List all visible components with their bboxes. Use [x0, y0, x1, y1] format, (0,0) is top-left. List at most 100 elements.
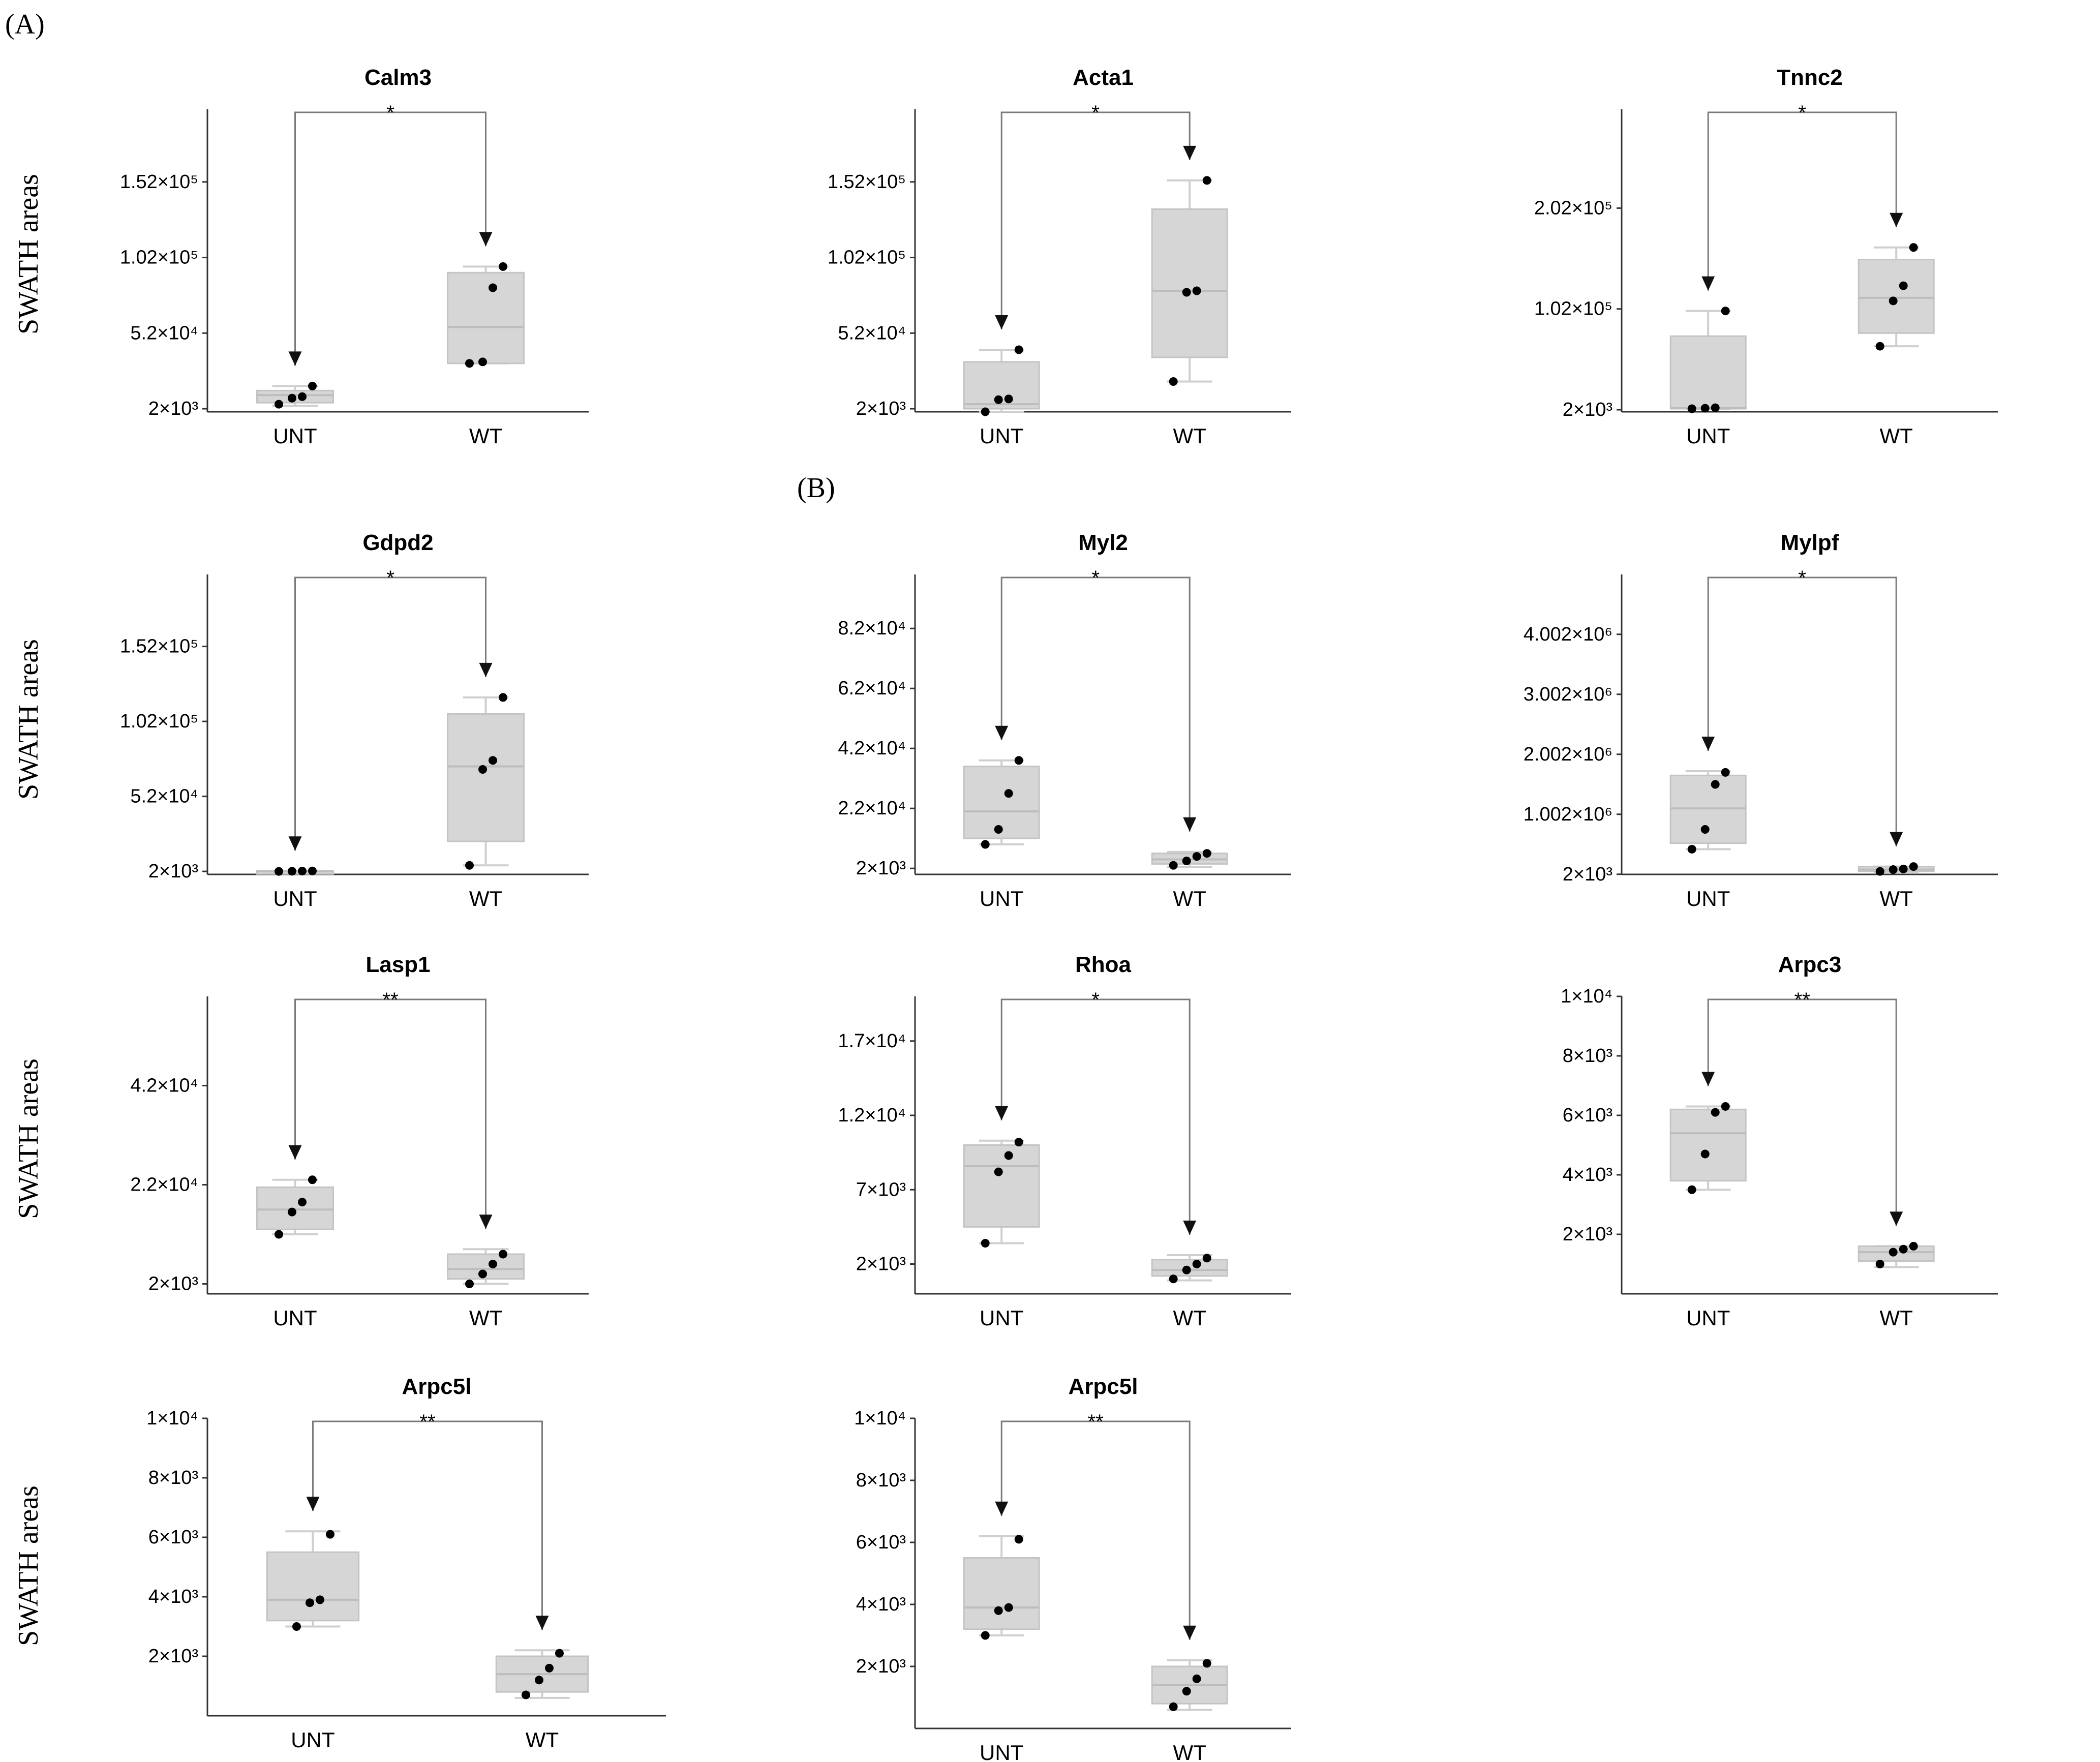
chart-10-data-point	[292, 1622, 301, 1631]
chart-1-ytick-label: 1.52×10⁵	[120, 171, 198, 193]
chart-8-data-point	[1182, 1265, 1191, 1274]
chart-9-ytick-label: 8×10³	[1563, 1045, 1612, 1067]
chart-3-data-point	[1899, 281, 1908, 290]
chart-4-significance-bracket	[294, 576, 486, 851]
chart-1-category-label: UNT	[273, 424, 317, 448]
chart-11-category-label: WT	[1173, 1741, 1206, 1762]
chart-1-significance: *	[386, 102, 394, 124]
chart-2-ytick-label: 5.2×10⁴	[838, 322, 906, 344]
chart-7-box	[256, 1186, 334, 1230]
chart-5-category-label: WT	[1173, 887, 1206, 910]
chart-11-series-unt	[963, 1535, 1040, 1640]
chart-4-series-wt	[447, 693, 525, 870]
chart-4-arrowhead	[479, 662, 493, 677]
chart-4-data-point	[489, 756, 497, 765]
panel-label-b: (B)	[797, 472, 835, 504]
chart-11-data-point	[1004, 1603, 1013, 1612]
chart-10-arrowhead	[535, 1616, 549, 1630]
chart-8-series-wt	[1151, 1254, 1228, 1284]
chart-1-data-point	[478, 357, 487, 367]
chart-5-significance: *	[1091, 567, 1100, 589]
chart-3-series-unt	[1669, 307, 1747, 413]
chart-8-category-label: WT	[1173, 1306, 1206, 1330]
chart-7: Lasp1 2×10³ 2.2×10⁴ 4.2×10⁴ UNT WT **	[130, 952, 589, 1330]
chart-4-category-label: UNT	[273, 887, 317, 910]
chart-4-category-label: WT	[469, 887, 502, 910]
chart-6-title: Mylpf	[1781, 530, 1839, 555]
chart-8-ytick-label: 2×10³	[856, 1254, 906, 1275]
chart-2-series-wt	[1151, 176, 1228, 386]
chart-7-title: Lasp1	[366, 952, 430, 977]
chart-3-data-point	[1875, 342, 1884, 351]
chart-1-title: Calm3	[364, 65, 432, 90]
chart-11: Arpc5l 2×10³ 4×10³ 6×10³ 8×10³ 1×10⁴ UNT WT **	[854, 1374, 1291, 1762]
chart-4-data-point	[308, 866, 317, 875]
chart-1-data-point	[308, 381, 317, 390]
chart-10-data-point	[325, 1530, 334, 1539]
row-ylabel-2: SWATH areas	[13, 639, 44, 800]
chart-8-data-point	[1014, 1138, 1023, 1147]
chart-1-ytick-label: 5.2×10⁴	[130, 322, 198, 344]
chart-9-data-point	[1889, 1248, 1898, 1257]
chart-1-ytick-label: 1.02×10⁵	[120, 247, 198, 268]
chart-3-box	[1669, 335, 1747, 410]
chart-9-ytick-label: 4×10³	[1563, 1164, 1612, 1186]
chart-10-ytick-label: 4×10³	[148, 1586, 198, 1607]
chart-8-significance-bracket	[1000, 998, 1191, 1235]
chart-11-data-point	[994, 1606, 1003, 1615]
chart-11-box	[963, 1557, 1040, 1630]
chart-10-category-label: WT	[526, 1728, 559, 1752]
chart-2-significance-bracket	[1000, 111, 1191, 330]
chart-2-arrowhead	[1183, 145, 1197, 160]
chart-7-category-label: UNT	[273, 1306, 317, 1330]
chart-10-ytick-label: 6×10³	[148, 1527, 198, 1548]
chart-2-title: Acta1	[1073, 65, 1134, 90]
chart-9-ytick-label: 6×10³	[1563, 1105, 1612, 1126]
chart-6-data-point	[1899, 864, 1908, 873]
chart-2-data-point	[1202, 176, 1211, 185]
chart-2-category-label: UNT	[980, 424, 1023, 448]
chart-10-data-point	[544, 1663, 554, 1673]
chart-9-series-wt	[1858, 1241, 1935, 1268]
chart-7-ytick-label: 4.2×10⁴	[130, 1075, 198, 1097]
chart-7-data-point	[298, 1198, 307, 1207]
chart-8-ytick-label: 1.7×10⁴	[838, 1030, 906, 1052]
chart-11-data-point	[1014, 1535, 1023, 1544]
chart-2-arrowhead	[995, 315, 1009, 330]
chart-3-ytick-label: 1.02×10⁵	[1534, 298, 1612, 320]
chart-11-data-point	[981, 1631, 990, 1640]
chart-7-significance-bracket	[294, 998, 486, 1229]
panel-label-a: (A)	[5, 9, 45, 40]
chart-5-title: Myl2	[1078, 530, 1128, 555]
chart-5-data-point	[981, 840, 990, 849]
chart-1-data-point	[465, 359, 474, 368]
chart-1-ytick-label: 2×10³	[148, 398, 198, 419]
chart-1-category-label: WT	[469, 424, 502, 448]
chart-10-series-wt	[495, 1649, 589, 1699]
chart-2-data-point	[1182, 288, 1191, 297]
chart-6-ytick-label: 3.002×10⁶	[1524, 684, 1612, 705]
chart-9-ytick-label: 1×10⁴	[1561, 986, 1612, 1007]
charts-container: Calm3 2×10³ 5.2×10⁴ 1.02×10⁵ 1.52×10⁵ UNT WT * A…	[120, 65, 1998, 1762]
chart-11-significance: **	[1088, 1411, 1104, 1433]
chart-9-title: Arpc3	[1778, 952, 1842, 977]
chart-5-series-wt	[1151, 849, 1228, 870]
chart-4-ytick-label: 2×10³	[148, 861, 198, 882]
chart-3-box	[1858, 259, 1935, 334]
chart-5-ytick-label: 6.2×10⁴	[838, 678, 906, 699]
chart-11-ytick-label: 4×10³	[856, 1594, 906, 1615]
chart-11-title: Arpc5l	[1069, 1374, 1138, 1399]
chart-7-ytick-label: 2×10³	[148, 1273, 198, 1295]
chart-2-ytick-label: 2×10³	[856, 398, 906, 419]
chart-6-category-label: UNT	[1686, 887, 1730, 910]
chart-5-ytick-label: 2.2×10⁴	[838, 798, 906, 819]
chart-8-series-unt	[963, 1138, 1040, 1248]
chart-11-series-wt	[1151, 1659, 1228, 1711]
chart-1-series-unt	[256, 381, 334, 409]
chart-1-arrowhead	[288, 351, 302, 366]
chart-9-series-unt	[1669, 1102, 1747, 1194]
chart-10-data-point	[555, 1649, 564, 1658]
chart-5-data-point	[1169, 861, 1178, 870]
chart-9-data-point	[1700, 1149, 1710, 1159]
